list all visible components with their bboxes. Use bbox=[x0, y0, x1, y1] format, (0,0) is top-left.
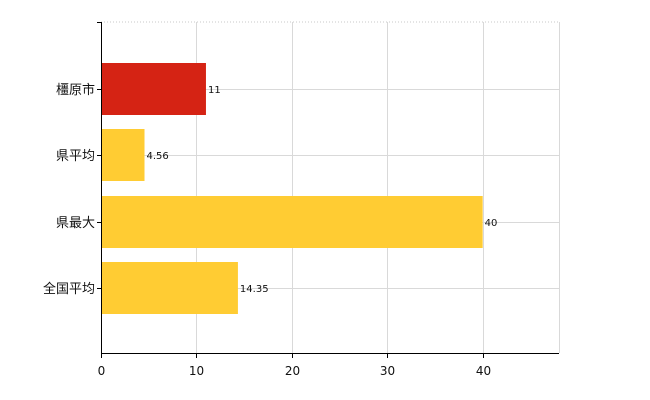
x-tick-label: 10 bbox=[189, 364, 204, 378]
bar-value-label: 14.35 bbox=[240, 284, 269, 295]
x-tick-label: 0 bbox=[98, 364, 106, 378]
category-label: 全国平均 bbox=[43, 281, 95, 297]
axes bbox=[97, 22, 559, 358]
bars bbox=[102, 63, 483, 314]
bar bbox=[102, 63, 206, 115]
category-label: 県平均 bbox=[56, 149, 95, 164]
bar bbox=[102, 129, 145, 181]
bar-value-label: 11 bbox=[208, 85, 221, 96]
category-label: 橿原市 bbox=[56, 82, 95, 98]
x-tick-label: 30 bbox=[380, 364, 395, 378]
bar bbox=[102, 262, 238, 314]
bar-value-label: 40 bbox=[485, 218, 498, 229]
bar-value-label: 4.56 bbox=[147, 151, 169, 162]
x-tick-label: 40 bbox=[476, 364, 491, 378]
category-label: 県最大 bbox=[56, 216, 95, 231]
x-tick-label: 20 bbox=[285, 364, 300, 378]
bar bbox=[102, 196, 483, 248]
